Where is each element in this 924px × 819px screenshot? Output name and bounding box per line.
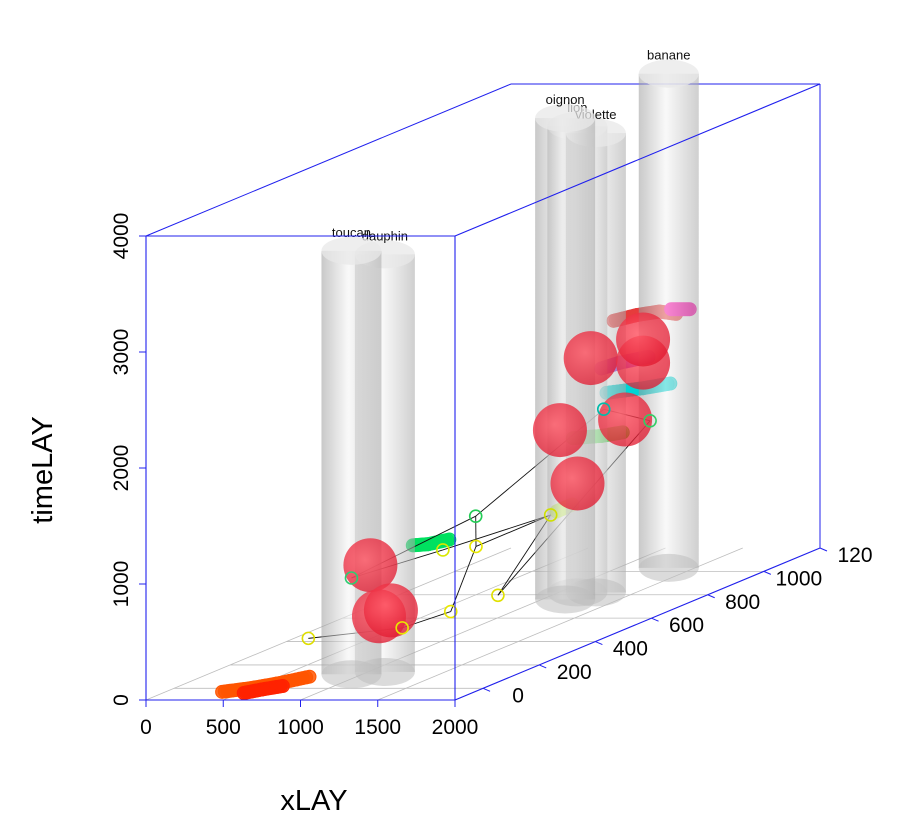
pillar-top bbox=[321, 236, 382, 265]
time-tick-label: 3000 bbox=[110, 329, 133, 376]
depth-tick bbox=[482, 687, 491, 692]
time-tick-label: 0 bbox=[110, 694, 133, 706]
pillar-base bbox=[321, 660, 382, 689]
pillar-label: banane bbox=[647, 48, 690, 63]
trail-point bbox=[275, 679, 290, 694]
time-tick-label: 2000 bbox=[110, 445, 133, 492]
depth-tick-label: 400 bbox=[613, 638, 648, 661]
floor-grid bbox=[145, 547, 821, 701]
pillar-top bbox=[535, 104, 596, 133]
tracker-point bbox=[443, 604, 458, 619]
depth-tick-label: 600 bbox=[669, 614, 704, 637]
depth-tick-label: 200 bbox=[557, 661, 592, 684]
depth-tick bbox=[819, 547, 828, 552]
sphere bbox=[563, 331, 618, 386]
time-tick-label: 1000 bbox=[110, 561, 133, 608]
depth-tick-label: 0 bbox=[512, 684, 524, 707]
x-tick-label: 2000 bbox=[432, 716, 479, 739]
sphere bbox=[363, 583, 418, 638]
spheres bbox=[343, 312, 671, 644]
tracker-points bbox=[301, 402, 657, 646]
sphere bbox=[550, 456, 605, 511]
axis-ticks: 0 500 1000 1500 2000 0 1000 2000 3000 4000 0 200 400… bbox=[110, 213, 873, 739]
x-axis-title: xLAY bbox=[280, 785, 347, 817]
tracker-point bbox=[395, 621, 409, 635]
depth-tick-label: 1000 bbox=[775, 567, 822, 590]
tracker-point bbox=[436, 543, 450, 557]
depth-tick bbox=[707, 594, 715, 599]
box-edge bbox=[454, 83, 821, 237]
tracker-point bbox=[491, 588, 505, 603]
tracker-point bbox=[596, 402, 611, 417]
x-tick-label: 1500 bbox=[354, 716, 401, 739]
tracker-point bbox=[643, 414, 657, 428]
time-tick-label: 4000 bbox=[110, 213, 133, 260]
sphere bbox=[616, 312, 671, 367]
depth-tick bbox=[539, 664, 547, 669]
time-axis-title: timeLAY bbox=[27, 416, 59, 523]
box-edge bbox=[145, 83, 512, 237]
x-tick-label: 500 bbox=[206, 716, 241, 739]
depth-tick bbox=[651, 617, 659, 622]
pillar-label: toucan bbox=[332, 225, 371, 240]
plot-box-back bbox=[145, 83, 821, 548]
pillar-top bbox=[638, 59, 699, 88]
trail-point bbox=[442, 532, 457, 547]
tracker-point bbox=[469, 539, 483, 554]
x-tick-label: 1000 bbox=[277, 716, 324, 739]
pillar-base bbox=[638, 553, 699, 582]
sphere bbox=[598, 392, 653, 447]
pillar-label: oignon bbox=[546, 92, 585, 107]
x-tick-label: 0 bbox=[140, 716, 152, 739]
plot-box-front bbox=[145, 83, 821, 701]
depth-tick-label: 800 bbox=[725, 591, 760, 614]
trail-point bbox=[302, 669, 317, 684]
connection-line bbox=[442, 514, 551, 551]
pillar-base bbox=[535, 585, 596, 614]
depth-tick-label: 120 bbox=[837, 544, 872, 567]
tracker-point bbox=[543, 508, 558, 522]
sphere bbox=[532, 403, 587, 458]
tracker-point bbox=[344, 571, 359, 585]
box-edge bbox=[454, 547, 821, 701]
tracker-point bbox=[301, 631, 316, 646]
tracker-point bbox=[468, 509, 483, 523]
depth-tick bbox=[763, 570, 772, 575]
depth-tick bbox=[595, 641, 603, 645]
